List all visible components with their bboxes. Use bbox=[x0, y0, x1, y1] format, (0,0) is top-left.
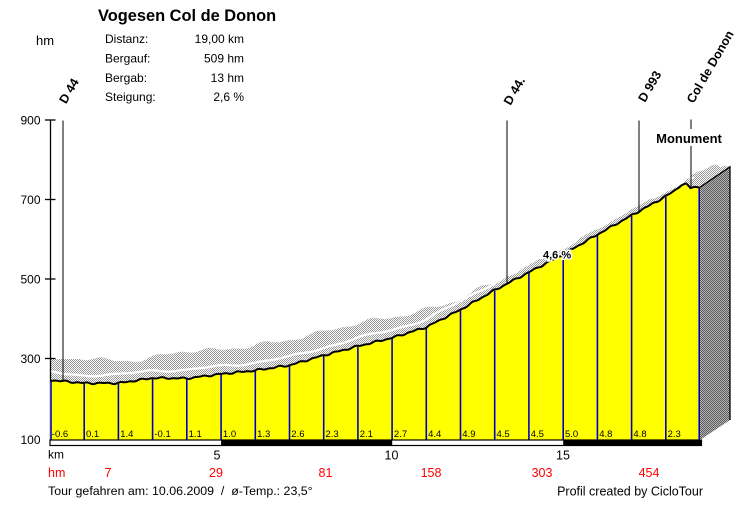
svg-text:-0.6: -0.6 bbox=[52, 429, 68, 440]
svg-text:2.1: 2.1 bbox=[360, 429, 373, 440]
svg-text:1.3: 1.3 bbox=[257, 429, 270, 440]
svg-text:2.3: 2.3 bbox=[668, 429, 681, 440]
svg-text:-0.1: -0.1 bbox=[154, 429, 170, 440]
svg-text:4.9: 4.9 bbox=[462, 429, 475, 440]
svg-text:4.5: 4.5 bbox=[531, 429, 544, 440]
svg-text:2,6 %: 2,6 % bbox=[213, 90, 244, 104]
svg-text:2.3: 2.3 bbox=[326, 429, 339, 440]
svg-text:454: 454 bbox=[639, 466, 660, 480]
svg-text:hm: hm bbox=[48, 466, 65, 480]
svg-text:4.8: 4.8 bbox=[599, 429, 612, 440]
svg-text:7: 7 bbox=[105, 466, 112, 480]
svg-text:5.0: 5.0 bbox=[565, 429, 578, 440]
svg-text:15: 15 bbox=[556, 449, 570, 463]
svg-text:Tour gefahren am: 10.06.2009: Tour gefahren am: 10.06.2009 / ø-Temp.: … bbox=[48, 484, 313, 498]
svg-text:1.0: 1.0 bbox=[223, 429, 236, 440]
svg-text:Steigung:: Steigung: bbox=[105, 90, 156, 104]
svg-text:Distanz:: Distanz: bbox=[105, 32, 148, 46]
svg-text:303: 303 bbox=[532, 466, 553, 480]
svg-text:0.1: 0.1 bbox=[86, 429, 99, 440]
svg-text:5: 5 bbox=[214, 449, 221, 463]
svg-text:4.8: 4.8 bbox=[633, 429, 646, 440]
svg-text:hm: hm bbox=[36, 33, 54, 48]
svg-text:19,00 km: 19,00 km bbox=[195, 32, 244, 46]
svg-text:km: km bbox=[48, 448, 64, 462]
svg-text:700: 700 bbox=[20, 193, 40, 207]
svg-text:Vogesen Col de Donon: Vogesen Col de Donon bbox=[98, 7, 276, 25]
svg-text:13 hm: 13 hm bbox=[211, 71, 244, 85]
svg-text:1.1: 1.1 bbox=[189, 429, 202, 440]
svg-text:2.7: 2.7 bbox=[394, 429, 407, 440]
svg-text:Bergab:: Bergab: bbox=[105, 71, 147, 85]
svg-text:4.4: 4.4 bbox=[428, 429, 441, 440]
svg-text:500: 500 bbox=[20, 272, 40, 286]
svg-text:Profil created by CicloTour: Profil created by CicloTour bbox=[557, 485, 703, 499]
svg-text:Bergauf:: Bergauf: bbox=[105, 51, 150, 65]
svg-text:158: 158 bbox=[421, 466, 442, 480]
svg-text:81: 81 bbox=[319, 466, 333, 480]
svg-text:2.6: 2.6 bbox=[291, 429, 304, 440]
svg-text:29: 29 bbox=[209, 466, 223, 480]
svg-text:100: 100 bbox=[20, 433, 40, 447]
svg-text:10: 10 bbox=[385, 449, 399, 463]
svg-text:1.4: 1.4 bbox=[120, 429, 133, 440]
svg-text:300: 300 bbox=[20, 352, 40, 366]
svg-text:Monument: Monument bbox=[656, 131, 722, 146]
svg-text:4.5: 4.5 bbox=[497, 429, 510, 440]
svg-text:900: 900 bbox=[20, 113, 40, 127]
svg-text:509 hm: 509 hm bbox=[204, 51, 244, 65]
svg-text:4,6 %: 4,6 % bbox=[543, 250, 571, 262]
